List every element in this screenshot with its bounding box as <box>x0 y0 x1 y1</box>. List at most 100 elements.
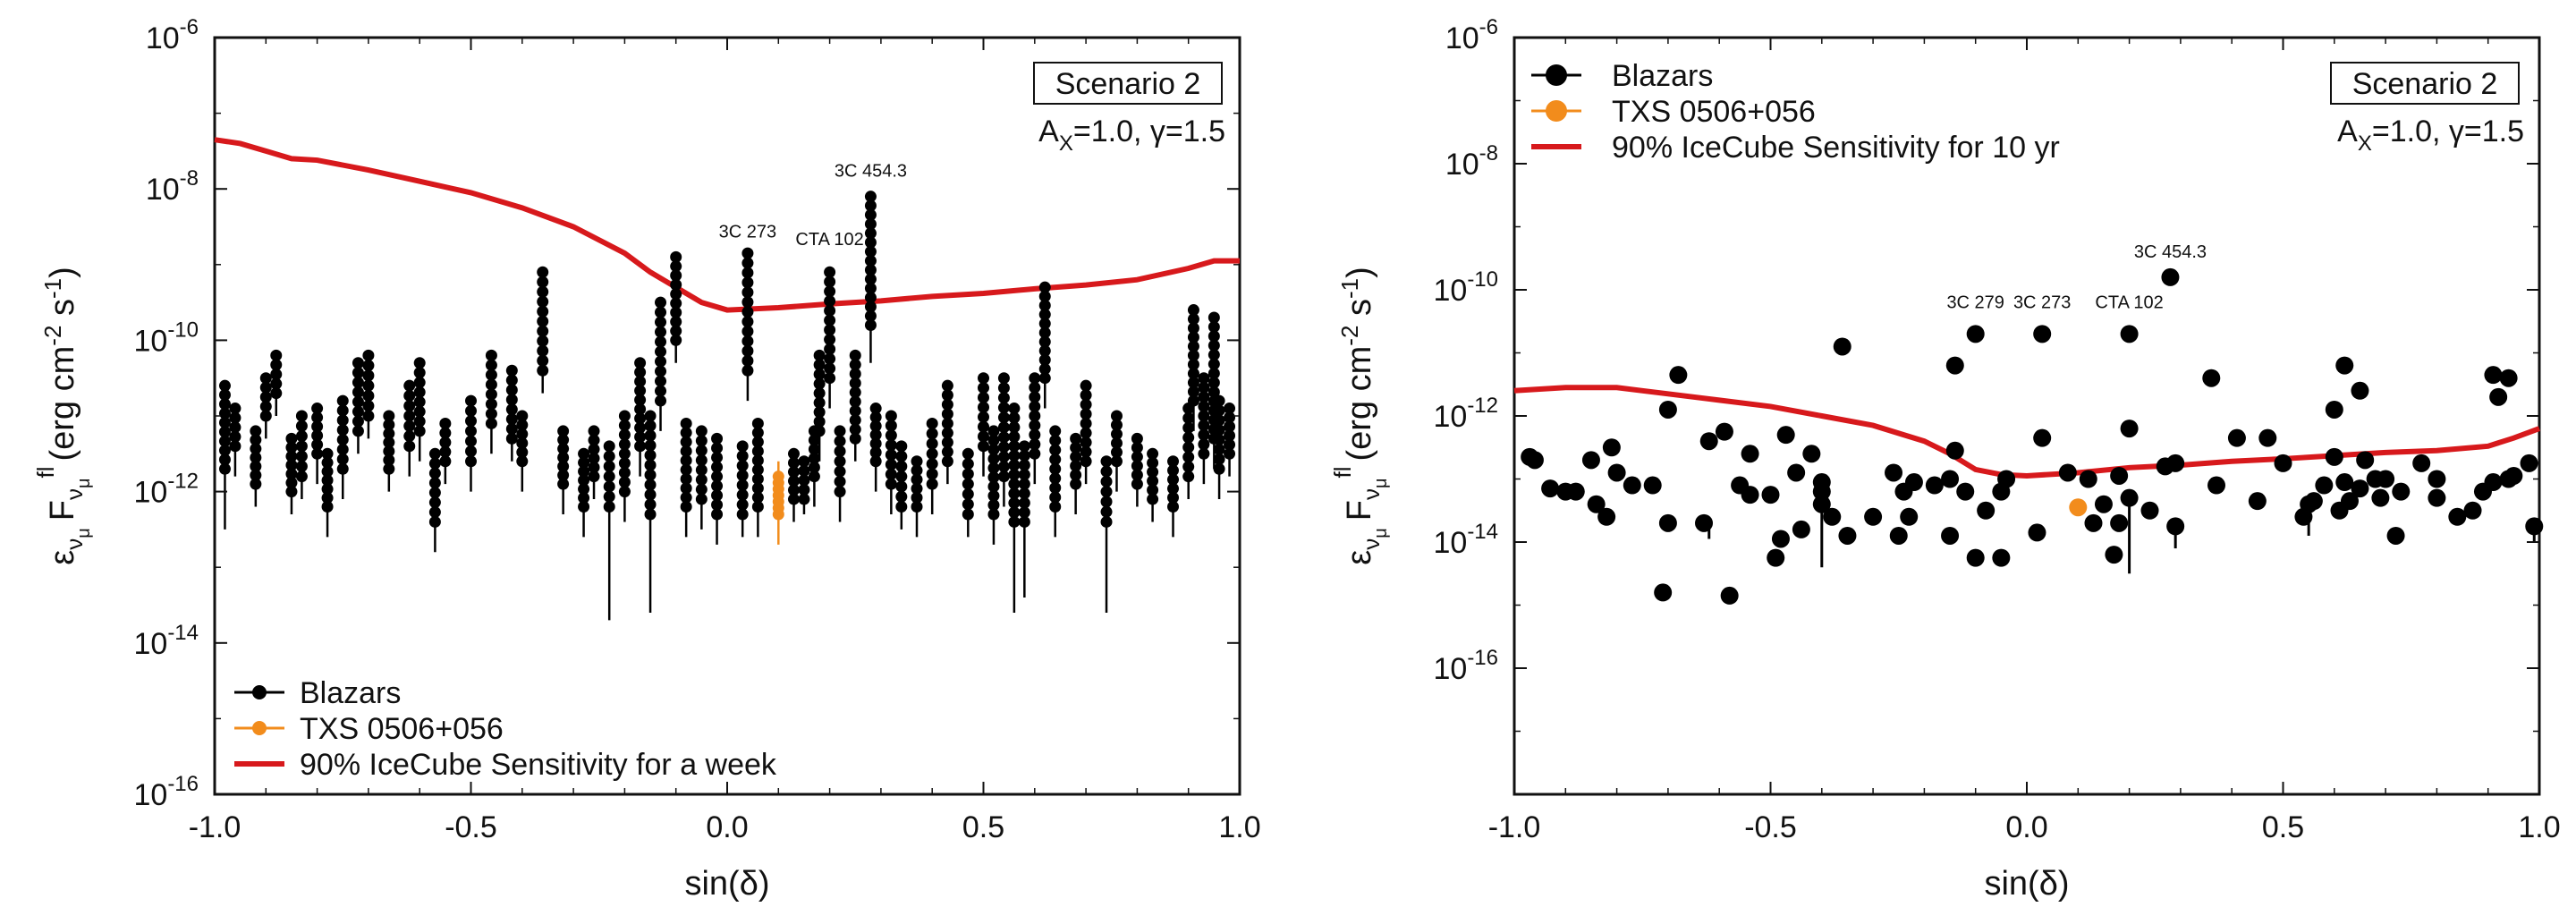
left-blazar-point <box>680 473 692 485</box>
left-blazar-point <box>1187 313 1199 326</box>
left-blazar-point <box>978 372 989 385</box>
left-blazar-point <box>505 384 518 396</box>
left-blazar-point <box>1131 478 1143 490</box>
left-xtick-label: 0.5 <box>962 810 1004 844</box>
left-blazar-point <box>824 343 836 355</box>
left-blazar-point <box>941 445 953 458</box>
right-blazar-point <box>2058 463 2077 482</box>
left-blazar-point <box>295 470 308 483</box>
left-blazar-point <box>926 447 938 460</box>
left-ylabel-exp1: -2 <box>39 326 66 346</box>
left-blazar-point <box>670 325 682 337</box>
left-blazar-point <box>670 297 682 309</box>
left-blazar-point <box>644 508 657 521</box>
left-blazar-point <box>987 453 1000 465</box>
left-blazar-point <box>270 349 283 361</box>
left-blazar-point <box>413 367 426 379</box>
left-blazar-point <box>987 489 1000 502</box>
left-blazar-point <box>849 432 861 445</box>
right-blazar-point <box>1643 476 1662 495</box>
right-legend-blazars: Blazars <box>1612 59 1713 93</box>
left-blazar-point <box>1213 404 1225 417</box>
left-blazar-point <box>869 403 882 415</box>
left-blazar-point <box>798 464 810 477</box>
left-blazar-point <box>711 489 724 502</box>
left-blazar-point <box>644 488 657 501</box>
right-xtick-label: 0.5 <box>2262 810 2304 844</box>
left-blazar-point <box>864 292 877 304</box>
right-ylabel-eps: ε <box>1341 550 1378 565</box>
left-blazar-point <box>751 473 764 485</box>
left-legend-blazar-marker <box>252 685 267 699</box>
left-blazar-point <box>295 430 308 443</box>
left-blazar-point <box>578 465 590 478</box>
left-blazar-point <box>695 425 708 437</box>
left-ylabel-nu2: ν <box>61 488 88 500</box>
left-blazar-point <box>926 417 938 429</box>
left-blazar-point <box>997 392 1010 404</box>
left-ytick-base: 10 <box>133 324 167 358</box>
left-blazar-point <box>787 456 800 469</box>
left-blazar-point <box>218 379 231 392</box>
left-blazar-point <box>849 423 861 436</box>
left-blazar-point <box>295 440 308 453</box>
left-blazar-point <box>259 391 272 403</box>
left-blazar-point <box>1008 506 1021 519</box>
left-blazar-point <box>895 470 908 483</box>
left-blazar-point <box>1018 515 1030 528</box>
left-blazar-point <box>695 473 708 486</box>
left-blazar-point <box>1070 478 1082 490</box>
left-blazar-point <box>1208 358 1220 370</box>
left-blazar-point <box>259 372 272 385</box>
left-blazar-point <box>1187 386 1199 398</box>
left-blazar-point <box>413 386 426 398</box>
left-blazar-point <box>655 326 667 338</box>
right-blazar-point <box>2520 454 2538 472</box>
left-blazar-point <box>311 411 324 424</box>
right-blazar-point <box>1761 486 1780 504</box>
left-blazar-point <box>798 493 810 505</box>
left-ytick-exp: -10 <box>167 318 199 342</box>
right-xtick-label: 0.0 <box>2005 810 2047 844</box>
left-blazar-point <box>1038 281 1051 293</box>
left-blazar-point <box>383 445 395 457</box>
left-blazar-point <box>295 420 308 432</box>
right-blazar-point <box>2356 451 2375 470</box>
left-blazar-point <box>834 486 846 498</box>
left-blazar-point <box>1038 353 1051 366</box>
left-blazar-point <box>1070 460 1082 472</box>
left-ylabel-eps: ε <box>44 550 81 565</box>
right-blazar-point <box>2463 501 2482 520</box>
right-legend-txs-marker <box>1546 100 1567 122</box>
left-blazar-point <box>336 394 349 407</box>
left-blazar-point <box>218 407 231 420</box>
left-blazar-point <box>311 429 324 442</box>
left-blazar-point <box>741 276 754 289</box>
left-blazar-point <box>711 452 724 464</box>
left-blazar-point <box>218 435 231 447</box>
left-blazar-point <box>736 479 749 491</box>
left-blazar-point <box>1187 377 1199 389</box>
left-blazar-point <box>321 474 334 487</box>
right-ytick-base: 10 <box>1433 274 1467 308</box>
left-blazar-point <box>295 410 308 422</box>
left-blazar-point <box>885 458 897 470</box>
left-blazar-point <box>987 499 1000 512</box>
right-blazar-point <box>2504 466 2523 485</box>
left-blazar-point <box>352 425 364 437</box>
left-sensitivity-group <box>214 137 1240 313</box>
left-blazar-point <box>1080 437 1092 449</box>
right-blazar-point <box>2248 492 2267 511</box>
left-blazar-point <box>670 269 682 282</box>
left-blazar-point <box>634 394 647 406</box>
left-blazar-point <box>834 425 846 437</box>
left-blazar-point <box>1080 417 1092 429</box>
left-ylabel-units2: s <box>44 299 81 326</box>
left-blazar-point <box>1167 473 1180 486</box>
left-blazar-point <box>1070 442 1082 454</box>
left-blazar-point <box>1018 496 1030 509</box>
left-blazar-point <box>352 386 364 398</box>
right-blazar-point <box>2140 501 2159 520</box>
right-blazar-point <box>1771 530 1790 548</box>
